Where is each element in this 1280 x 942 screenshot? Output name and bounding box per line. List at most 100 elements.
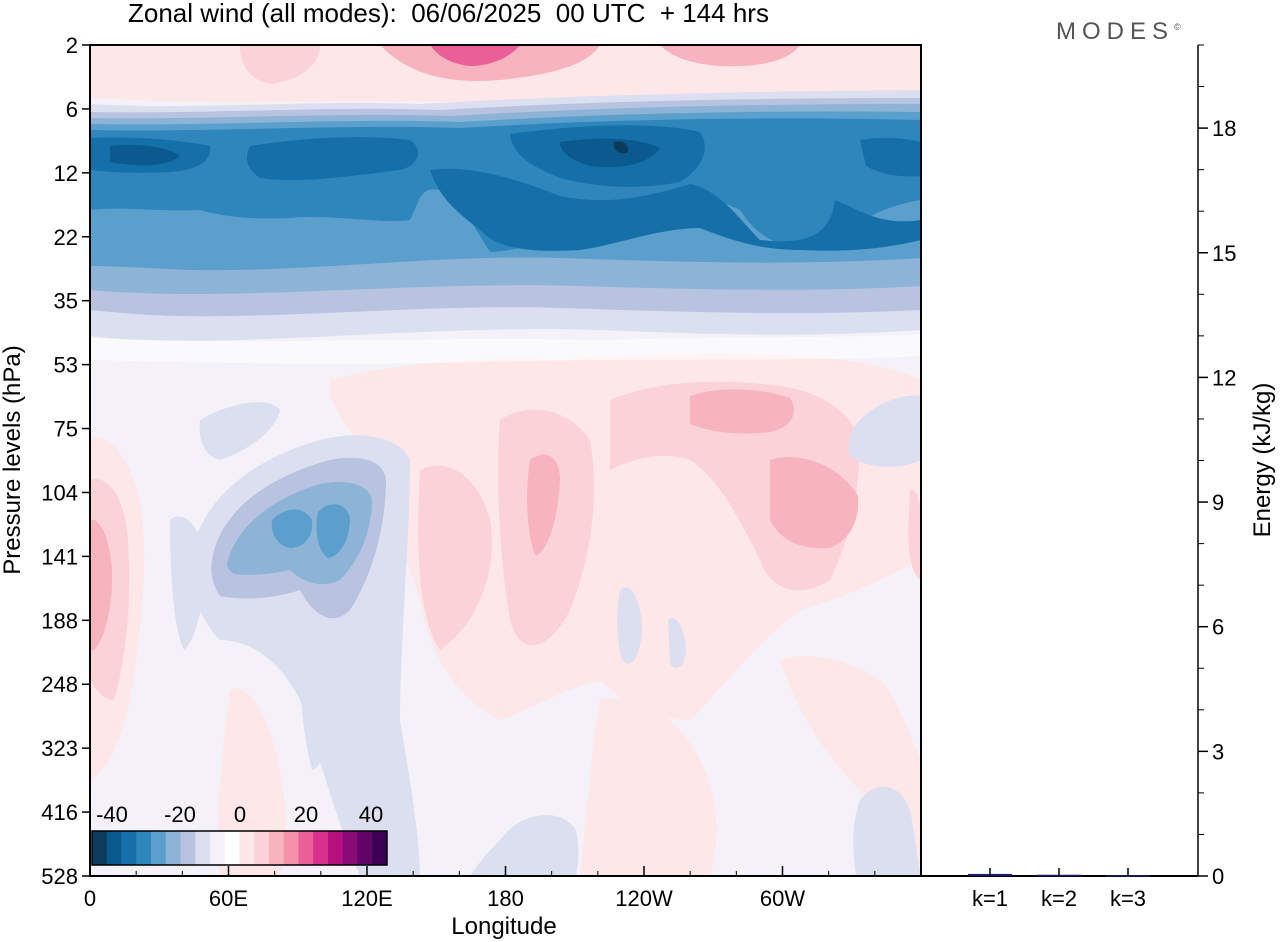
y-tick-label: 416 bbox=[41, 800, 78, 825]
heatmap-field bbox=[90, 45, 921, 876]
contour-mid-cold-10 bbox=[668, 618, 686, 668]
contour-mid-warm-11 bbox=[217, 688, 287, 876]
contour-mid-warm-10 bbox=[90, 519, 113, 650]
energy-y-tick-label: 0 bbox=[1212, 864, 1224, 889]
y-tick-label: 323 bbox=[41, 736, 78, 761]
energy-panel: k=1 k=2 k=3 0 3 6 9 12 15 18 Energy (kJ/kg) bbox=[920, 44, 1276, 911]
contour-mid-cold-11 bbox=[853, 786, 921, 876]
x-tick-label: 180 bbox=[487, 886, 524, 911]
colorbar-swatch bbox=[342, 831, 358, 865]
colorbar-swatch bbox=[121, 831, 137, 865]
colorbar: -40 -20 0 20 40 bbox=[91, 802, 388, 866]
colorbar-frame bbox=[91, 830, 388, 866]
energy-bars: k=1 k=2 k=3 bbox=[968, 868, 1150, 911]
contour-jet-core-2 bbox=[247, 137, 419, 181]
colorbar-label: 0 bbox=[234, 802, 246, 827]
colorbar-swatch bbox=[372, 831, 388, 865]
y-tick-label: 104 bbox=[41, 480, 78, 505]
heatmap-x-axis: 0 60E 120E 180 120W 60W bbox=[84, 866, 876, 911]
colorbar-swatch bbox=[298, 831, 314, 865]
contour-jet-core-5 bbox=[110, 144, 180, 166]
contour-mid-warm-7 bbox=[527, 454, 560, 556]
energy-x-tick-label: k=1 bbox=[972, 886, 1008, 911]
contour-mid-cold-5 bbox=[316, 504, 350, 558]
brand-logo: MODES© bbox=[1056, 18, 1181, 46]
colorbar-swatch bbox=[136, 831, 152, 865]
x-axis-title: Longitude bbox=[451, 913, 556, 940]
x-tick-label: 60E bbox=[209, 886, 248, 911]
energy-y-axis: 0 3 6 9 12 15 18 bbox=[1198, 44, 1236, 889]
contour-jet-lower-lobe-1 bbox=[430, 168, 921, 251]
contour-mid-cold-12 bbox=[470, 815, 579, 876]
colorbar-swatch bbox=[357, 831, 373, 865]
contour-upper-warm-patch-4 bbox=[240, 45, 320, 84]
contour-mid-cold-4 bbox=[271, 509, 313, 548]
y-tick-label: 22 bbox=[54, 225, 78, 250]
colorbar-swatch bbox=[106, 831, 122, 865]
contour-mid-cold-7 bbox=[199, 402, 280, 460]
y-tick-label: 35 bbox=[54, 289, 78, 314]
energy-y-tick-label: 9 bbox=[1212, 490, 1224, 515]
contour-neutral-band bbox=[90, 334, 921, 364]
energy-y-tick-label: 3 bbox=[1212, 739, 1224, 764]
brand-text: MODES bbox=[1056, 18, 1175, 45]
colorbar-label: 40 bbox=[359, 802, 383, 827]
x-tick-label: 0 bbox=[84, 886, 96, 911]
colorbar-swatch bbox=[180, 831, 196, 865]
colorbar-swatch bbox=[165, 831, 181, 865]
heatmap-y-axis: 2 6 12 22 35 53 75 104 141 188 248 323 416 528 bbox=[41, 33, 90, 889]
colorbar-swatch bbox=[224, 831, 240, 865]
energy-y-tick-label: 18 bbox=[1212, 116, 1236, 141]
energy-axis-title: Energy (kJ/kg) bbox=[1249, 383, 1276, 538]
contour-upper-warm-patch-3 bbox=[660, 45, 800, 67]
y-axis-title: Pressure levels (hPa) bbox=[0, 345, 26, 574]
colorbar-swatch bbox=[92, 831, 108, 865]
x-tick-label: 120E bbox=[341, 886, 392, 911]
contour-mid-cold-9 bbox=[617, 587, 642, 664]
x-tick-label: 60W bbox=[760, 886, 805, 911]
y-tick-label: 75 bbox=[54, 417, 78, 442]
energy-y-tick-label: 6 bbox=[1212, 615, 1224, 640]
energy-panel-background bbox=[921, 45, 1198, 876]
contour-mid-warm-14 bbox=[908, 489, 921, 580]
contour-mid-cold-6 bbox=[170, 516, 206, 650]
chart-title: Zonal wind (all modes): 06/06/2025 00 UT… bbox=[128, 0, 769, 28]
y-tick-label: 141 bbox=[41, 544, 78, 569]
contour-mid-warm-5 bbox=[690, 389, 794, 434]
y-tick-label: 6 bbox=[66, 97, 78, 122]
contour-mid-cold-13 bbox=[299, 638, 327, 770]
energy-y-tick-label: 12 bbox=[1212, 365, 1236, 390]
colorbar-label: -20 bbox=[164, 802, 196, 827]
y-tick-label: 53 bbox=[54, 353, 78, 378]
contour-mid-warm-12 bbox=[580, 698, 717, 876]
colorbar-swatch bbox=[269, 831, 285, 865]
colorbar-swatch bbox=[239, 831, 255, 865]
energy-x-tick-label: k=3 bbox=[1110, 886, 1146, 911]
colorbar-swatch bbox=[328, 831, 344, 865]
y-tick-label: 188 bbox=[41, 608, 78, 633]
colorbar-label: 20 bbox=[294, 802, 318, 827]
contour-mid-cold-8 bbox=[848, 395, 921, 468]
contour-upper-warm-patch-2 bbox=[430, 45, 520, 66]
colorbar-label: -40 bbox=[96, 802, 128, 827]
y-tick-label: 2 bbox=[66, 33, 78, 58]
colorbar-swatch bbox=[254, 831, 270, 865]
contour-jet-core-4 bbox=[860, 137, 921, 177]
energy-y-tick-label: 15 bbox=[1212, 241, 1236, 266]
y-tick-label: 12 bbox=[54, 161, 78, 186]
contour-jet-core-7 bbox=[613, 141, 629, 154]
colorbar-swatch bbox=[151, 831, 167, 865]
y-tick-label: 248 bbox=[41, 672, 78, 697]
y-tick-label: 528 bbox=[41, 864, 78, 889]
colorbar-swatch bbox=[210, 831, 226, 865]
contour-mid-warm-6 bbox=[770, 457, 859, 549]
energy-x-tick-label: k=2 bbox=[1041, 886, 1077, 911]
contour-mid-warm-2 bbox=[418, 465, 492, 650]
contour-jet-core-6 bbox=[560, 138, 660, 168]
brand-mark: © bbox=[1174, 22, 1181, 32]
colorbar-swatch bbox=[283, 831, 299, 865]
colorbar-swatch bbox=[195, 831, 211, 865]
x-tick-label: 120W bbox=[615, 886, 673, 911]
colorbar-swatch bbox=[313, 831, 329, 865]
